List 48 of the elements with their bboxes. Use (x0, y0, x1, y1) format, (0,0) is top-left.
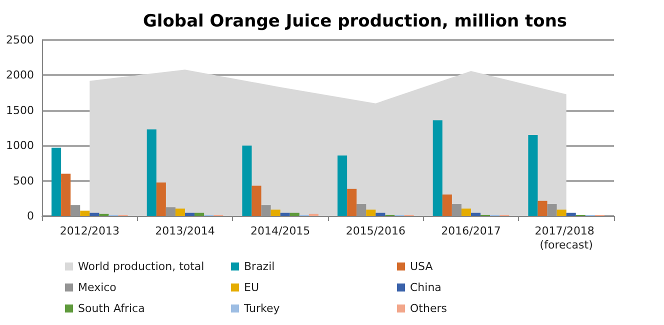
y-tick-label: 1000 (6, 139, 34, 152)
bar (471, 212, 481, 216)
x-tick-label: 2016/2017 (441, 224, 501, 238)
bar (432, 120, 442, 216)
y-tick-label: 1500 (6, 104, 34, 117)
bar (270, 210, 280, 216)
bar (280, 212, 290, 216)
x-tick-label: 2014/2015 (250, 224, 310, 238)
bar (194, 212, 204, 216)
y-tick-label: 0 (27, 210, 34, 222)
bar (175, 208, 185, 216)
bar (347, 188, 357, 216)
chart-title: Global Orange Juice production, million tons (142, 12, 568, 32)
bar (461, 208, 471, 216)
bar (252, 186, 262, 216)
legend-label: Turkey (243, 302, 280, 315)
legend-label: South Africa (78, 302, 145, 315)
bar (556, 210, 566, 216)
bar (242, 146, 252, 216)
legend-label: Mexico (78, 281, 117, 294)
bar (566, 212, 576, 216)
bar (90, 212, 100, 216)
bar (61, 174, 71, 216)
bar (366, 210, 376, 216)
x-tick-label: 2013/2014 (155, 224, 215, 238)
legend-label: Brazil (244, 260, 275, 273)
bar (338, 155, 348, 216)
bar (376, 212, 386, 216)
bar (528, 135, 538, 216)
y-tick-label: 2500 (6, 34, 34, 46)
bar (185, 212, 195, 216)
x-tick-label: 2017/2018 (forecast) (534, 224, 598, 252)
x-tick-label: 2015/2016 (346, 224, 406, 238)
bar (290, 212, 300, 216)
bar (538, 200, 548, 216)
x-tick-label: 2012/2013 (60, 224, 120, 238)
bar (80, 210, 90, 216)
y-tick-label: 500 (13, 174, 34, 188)
y-tick-label: 2000 (6, 68, 34, 82)
legend-label: Others (410, 302, 448, 315)
bar (52, 148, 62, 216)
legend-label: USA (410, 260, 434, 273)
legend-label: World production, total (78, 260, 204, 273)
bar (146, 129, 156, 216)
legend-label: EU (244, 281, 260, 294)
bar (156, 182, 166, 216)
legend-label: China (410, 281, 442, 294)
bar (442, 194, 452, 216)
